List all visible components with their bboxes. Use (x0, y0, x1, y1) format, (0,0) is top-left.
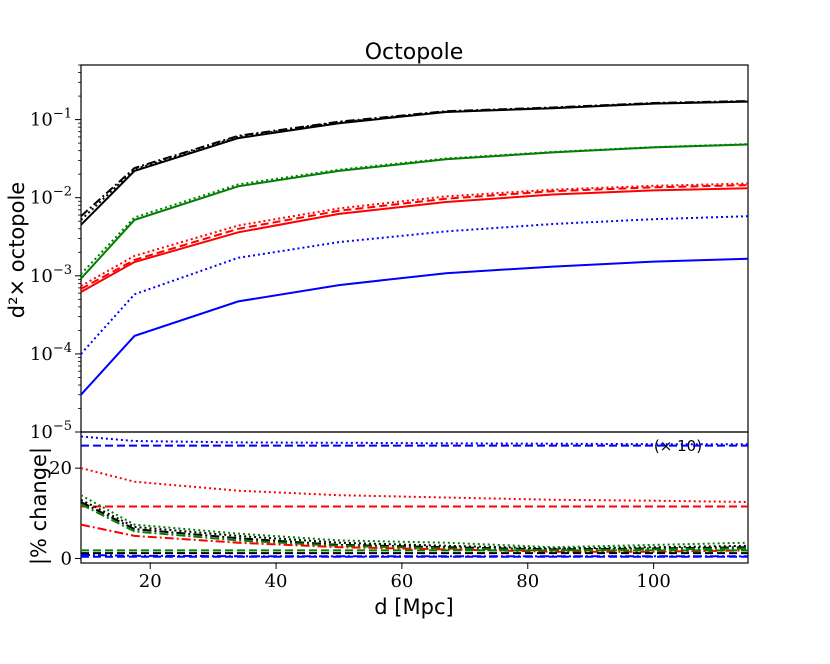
top-series (80, 100, 749, 396)
top-series-5 (80, 187, 749, 293)
bottom-series-7 (80, 503, 749, 552)
chart-title: Octopole (365, 40, 464, 65)
bottom-series (80, 435, 749, 558)
top-series-6 (80, 184, 749, 290)
bottom-ticks: 20 40 60 80 100 0 20 (49, 458, 671, 592)
bottom-series-8 (80, 523, 749, 553)
top-y-axis-label: d²× octopole (5, 182, 29, 318)
bottom-series-4 (80, 494, 749, 549)
top-panel: Octopole d²× octopole 10−110−210−310−410… (5, 40, 749, 443)
bottom-plot-frame (80, 431, 749, 564)
top-ytick-label: 10−2 (30, 185, 72, 209)
top-series-2 (80, 100, 749, 221)
scale-annotation: (× 10) (654, 437, 702, 455)
bottom-series-0 (80, 435, 748, 446)
xtick-label: 20 (139, 571, 162, 592)
bottom-ytick-label: 20 (49, 458, 72, 479)
bottom-series-11 (80, 553, 748, 558)
top-ytick-label: 10−3 (30, 263, 72, 287)
top-ytick-label: 10−1 (30, 107, 72, 131)
bottom-panel: |% change| d [Mpc] (× 10) 20 40 60 80 100 0 20 (27, 431, 749, 619)
top-series-3 (80, 143, 749, 280)
top-series-4 (80, 143, 749, 275)
xtick-label: 100 (636, 571, 670, 592)
top-ytick-label: 10−5 (30, 419, 72, 443)
x-axis-label: d [Mpc] (374, 595, 453, 619)
bottom-series-2 (80, 467, 749, 503)
top-series-8 (80, 215, 749, 355)
top-series-7 (80, 182, 749, 287)
bottom-ytick-label: 0 (61, 548, 72, 569)
xtick-label: 40 (265, 571, 288, 592)
top-series-1 (80, 100, 749, 217)
top-series-9 (80, 257, 749, 396)
bottom-y-axis-label: |% change| (27, 447, 52, 565)
top-y-ticks: 10−1 10−2 10−3 10−4 10−5 (30, 64, 81, 443)
xtick-label: 60 (390, 571, 413, 592)
top-ytick-label: 10−4 (30, 341, 72, 365)
xtick-label: 80 (516, 571, 539, 592)
